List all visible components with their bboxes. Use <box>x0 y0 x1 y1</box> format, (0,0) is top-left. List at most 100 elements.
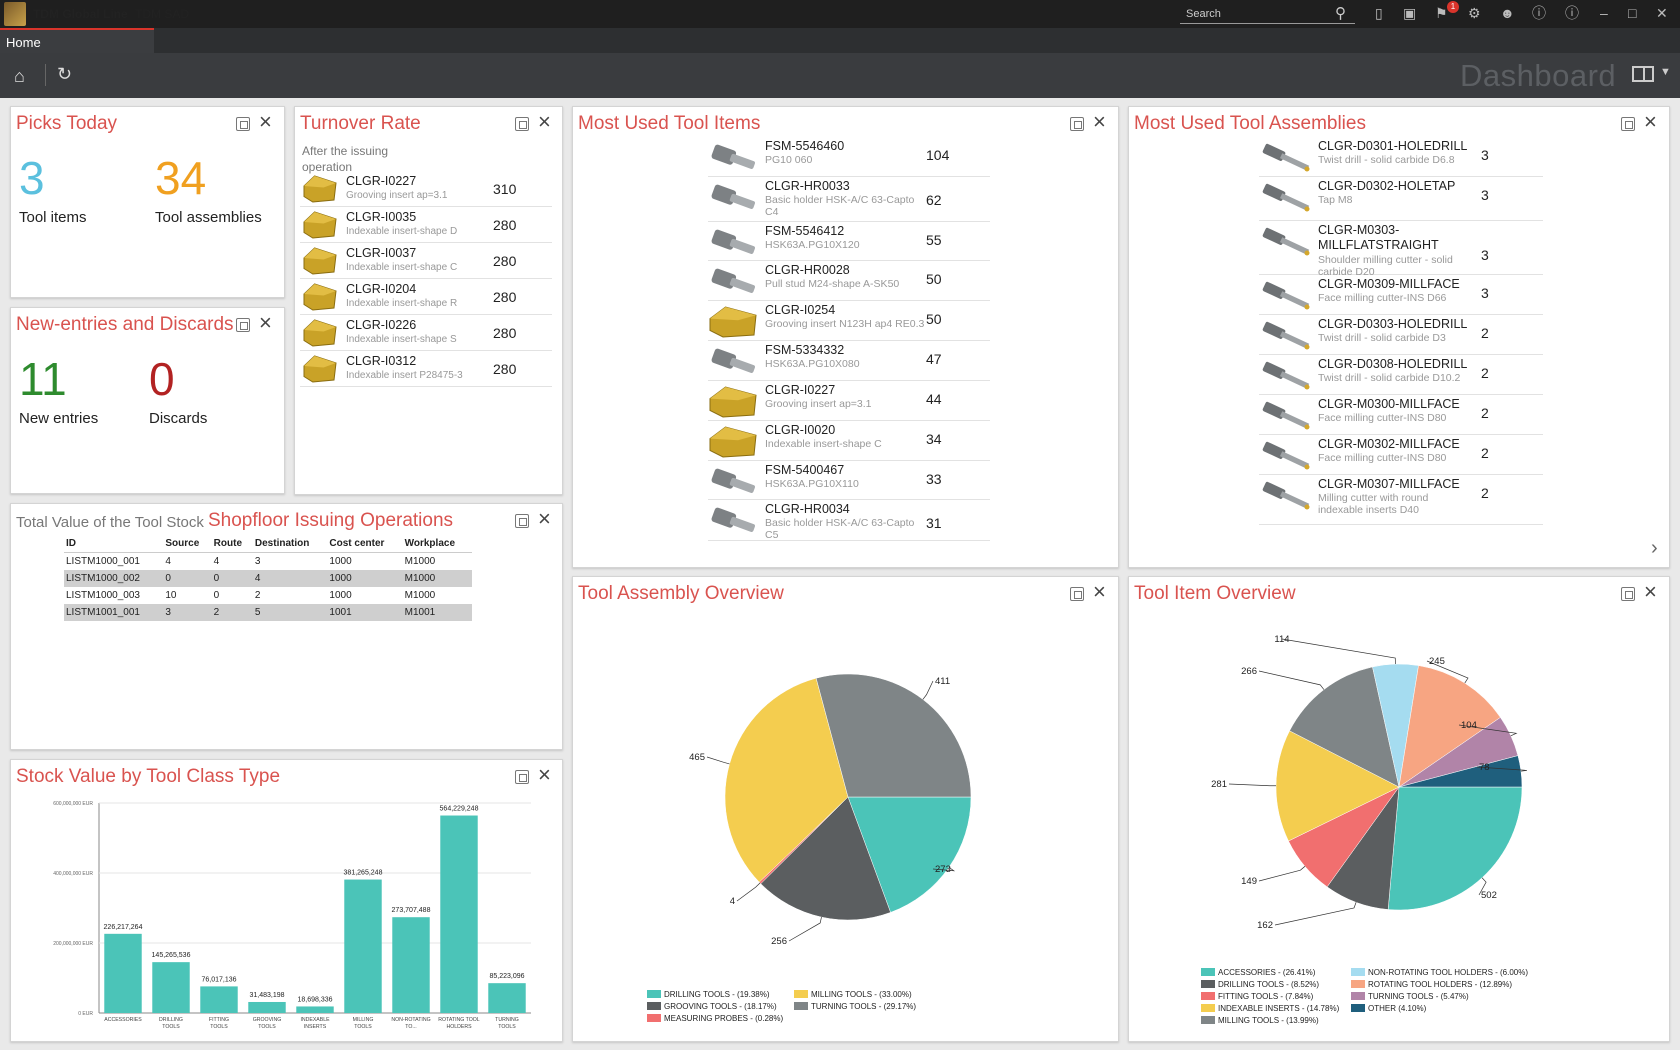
close-panel-icon[interactable]: × <box>259 109 272 134</box>
list-item[interactable]: CLGR-HR0028 Pull stud M24-shape A-SK50 50 <box>708 261 990 301</box>
legend-item[interactable]: GROOVING TOOLS - (18.17%) <box>647 1002 777 1011</box>
bar[interactable] <box>488 983 526 1013</box>
pie-slice[interactable] <box>847 796 972 913</box>
pie-slice[interactable] <box>815 673 972 798</box>
pie-slice[interactable] <box>724 677 849 883</box>
list-item[interactable]: CLGR-M0309-MILLFACE Face milling cutter-I… <box>1259 275 1543 315</box>
tab-home[interactable]: Home <box>0 28 154 53</box>
list-item[interactable]: CLGR-I0226 Indexable insert-shape S 280 <box>300 315 552 351</box>
close-panel-icon[interactable]: × <box>538 762 551 787</box>
list-item[interactable]: CLGR-HR0034 Basic holder HSK-A/C 63-Capto… <box>708 500 990 541</box>
list-item[interactable]: CLGR-I0020 Indexable insert-shape C 34 <box>708 421 990 461</box>
list-item[interactable]: CLGR-I0312 Indexable insert P28475-3 280 <box>300 351 552 387</box>
info-icon[interactable]: ⓘ <box>1565 5 1579 21</box>
next-page-icon[interactable]: › <box>1651 537 1658 559</box>
list-item[interactable]: CLGR-M0307-MILLFACE Milling cutter with r… <box>1259 475 1543 525</box>
bell-icon[interactable]: ⚑ <box>1435 5 1448 21</box>
legend-item[interactable]: DRILLING TOOLS - (19.38%) <box>647 990 770 999</box>
home-icon[interactable]: ⌂ <box>14 66 25 86</box>
legend-item[interactable]: DRILLING TOOLS - (8.52%) <box>1201 980 1319 989</box>
table-row[interactable]: LISTM1001_001 3 2 5 1001 M1001 <box>64 604 472 621</box>
bar[interactable] <box>344 879 382 1013</box>
list-item[interactable]: FSM-5546460 PG10 060 104 <box>708 137 990 177</box>
help-icon[interactable]: ⓘ <box>1532 5 1546 21</box>
maximize-panel-icon[interactable] <box>1070 117 1084 131</box>
column-header[interactable]: Destination <box>252 535 328 553</box>
list-item[interactable]: CLGR-M0303- MILLFLATSTRAIGHT Shoulder mill… <box>1259 221 1543 278</box>
close-panel-icon[interactable]: × <box>538 109 551 134</box>
legend-item[interactable]: INDEXABLE INSERTS - (14.78%) <box>1201 1004 1339 1013</box>
maximize-panel-icon[interactable] <box>515 117 529 131</box>
bar[interactable] <box>248 1001 286 1013</box>
pie-slice[interactable] <box>1398 665 1501 788</box>
list-item[interactable]: CLGR-HR0033 Basic holder HSK-A/C 63-Capto… <box>708 177 990 222</box>
column-header[interactable]: Cost center <box>327 535 403 553</box>
tab-total-value[interactable]: Total Value of the Tool Stock <box>16 514 204 531</box>
search-icon[interactable]: ⚲ <box>1335 5 1346 22</box>
close-panel-icon[interactable]: × <box>1093 109 1106 134</box>
list-item[interactable]: FSM-5546412 HSK63A.PG10X120 55 <box>708 222 990 261</box>
list-item[interactable]: CLGR-M0300-MILLFACE Face milling cutter-I… <box>1259 395 1543 435</box>
close-panel-icon[interactable]: × <box>1093 579 1106 604</box>
list-item[interactable]: FSM-5400467 HSK63A.PG10X110 33 <box>708 461 990 500</box>
bar[interactable] <box>392 917 430 1013</box>
pie-slice[interactable] <box>1398 755 1523 788</box>
legend-item[interactable]: MILLING TOOLS - (13.99%) <box>1201 1016 1319 1025</box>
bar[interactable] <box>200 986 238 1013</box>
search-input[interactable]: Search <box>1180 5 1355 24</box>
legend-item[interactable]: ROTATING TOOL HOLDERS - (12.89%) <box>1351 980 1512 989</box>
table-row[interactable]: LISTM1000_001 4 4 3 1000 M1000 <box>64 553 472 571</box>
maximize-icon[interactable]: □ <box>1628 5 1637 21</box>
maximize-panel-icon[interactable] <box>236 318 250 332</box>
list-item[interactable]: FSM-5334332 HSK63A.PG10X080 47 <box>708 341 990 381</box>
network-icon[interactable]: ⚙ <box>1468 5 1481 21</box>
list-item[interactable]: CLGR-I0254 Grooving insert N123H ap4 RE0.… <box>708 301 990 341</box>
chevron-down-icon[interactable]: ▼ <box>1660 66 1671 78</box>
bar[interactable] <box>296 1006 334 1013</box>
legend-item[interactable]: FITTING TOOLS - (7.84%) <box>1201 992 1313 1001</box>
close-panel-icon[interactable]: × <box>1644 109 1657 134</box>
maximize-panel-icon[interactable] <box>515 514 529 528</box>
bar[interactable] <box>152 962 190 1013</box>
maximize-panel-icon[interactable] <box>1070 587 1084 601</box>
refresh-icon[interactable]: ↻ <box>57 64 73 84</box>
column-header[interactable]: Route <box>211 535 253 553</box>
layout-icon[interactable] <box>1632 66 1654 82</box>
maximize-panel-icon[interactable] <box>515 770 529 784</box>
column-header[interactable]: Source <box>163 535 212 553</box>
list-item[interactable]: CLGR-D0302-HOLETAP Tap M8 3 <box>1259 177 1543 221</box>
column-header[interactable]: Workplace <box>402 535 472 553</box>
table-row[interactable]: LISTM1000_002 0 0 4 1000 M1000 <box>64 570 472 587</box>
close-panel-icon[interactable]: × <box>259 310 272 335</box>
table-row[interactable]: LISTM1000_003 10 0 2 1000 M1000 <box>64 587 472 604</box>
close-window-icon[interactable]: ✕ <box>1656 5 1668 21</box>
close-panel-icon[interactable]: × <box>538 506 551 531</box>
legend-item[interactable]: MILLING TOOLS - (33.00%) <box>794 990 912 999</box>
list-item[interactable]: CLGR-M0302-MILLFACE Face milling cutter-I… <box>1259 435 1543 475</box>
bar[interactable] <box>104 933 142 1013</box>
legend-item[interactable]: TURNING TOOLS - (5.47%) <box>1351 992 1469 1001</box>
list-item[interactable]: CLGR-I0037 Indexable insert-shape C 280 <box>300 243 552 279</box>
maximize-panel-icon[interactable] <box>236 117 250 131</box>
list-item[interactable]: CLGR-I0035 Indexable insert-shape D 280 <box>300 207 552 243</box>
list-item[interactable]: CLGR-D0303-HOLEDRILL Twist drill - solid … <box>1259 315 1543 355</box>
panel-title[interactable]: Shopfloor Issuing Operations <box>208 510 454 531</box>
minimize-icon[interactable]: – <box>1600 5 1608 21</box>
pie-slice[interactable] <box>1275 730 1400 842</box>
legend-item[interactable]: OTHER (4.10%) <box>1351 1004 1426 1013</box>
document-icon[interactable]: ▯ <box>1375 5 1383 21</box>
list-item[interactable]: CLGR-D0301-HOLEDRILL Twist drill - solid … <box>1259 137 1543 177</box>
legend-item[interactable]: NON-ROTATING TOOL HOLDERS - (6.00%) <box>1351 968 1528 977</box>
close-panel-icon[interactable]: × <box>1644 579 1657 604</box>
maximize-panel-icon[interactable] <box>1621 587 1635 601</box>
user-icon[interactable]: ☻ <box>1500 5 1515 21</box>
legend-item[interactable]: TURNING TOOLS - (29.17%) <box>794 1002 916 1011</box>
list-item[interactable]: CLGR-I0227 Grooving insert ap=3.1 310 <box>300 171 552 207</box>
pie-slice[interactable] <box>1387 786 1523 911</box>
maximize-panel-icon[interactable] <box>1621 117 1635 131</box>
legend-item[interactable]: ACCESSORIES - (26.41%) <box>1201 968 1315 977</box>
column-header[interactable]: ID <box>64 535 164 553</box>
pie-slice[interactable] <box>760 796 891 921</box>
legend-item[interactable]: MEASURING PROBES - (0.28%) <box>647 1014 783 1023</box>
list-item[interactable]: CLGR-I0227 Grooving insert ap=3.1 44 <box>708 381 990 421</box>
